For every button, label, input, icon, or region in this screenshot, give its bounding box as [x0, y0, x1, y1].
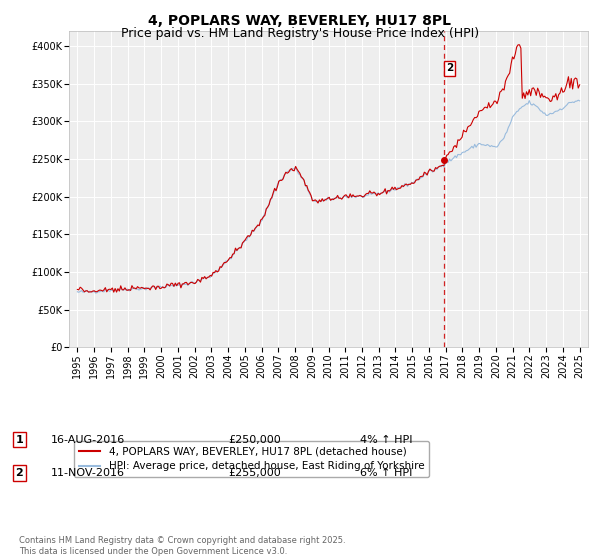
Legend: 4, POPLARS WAY, BEVERLEY, HU17 8PL (detached house), HPI: Average price, detache: 4, POPLARS WAY, BEVERLEY, HU17 8PL (deta…	[74, 441, 430, 477]
Text: £250,000: £250,000	[228, 435, 281, 445]
Text: 6% ↑ HPI: 6% ↑ HPI	[360, 468, 412, 478]
Text: Price paid vs. HM Land Registry's House Price Index (HPI): Price paid vs. HM Land Registry's House …	[121, 27, 479, 40]
Text: 2: 2	[16, 468, 23, 478]
Text: 4, POPLARS WAY, BEVERLEY, HU17 8PL: 4, POPLARS WAY, BEVERLEY, HU17 8PL	[149, 14, 452, 28]
Text: 1: 1	[16, 435, 23, 445]
Text: 16-AUG-2016: 16-AUG-2016	[51, 435, 125, 445]
Text: 2: 2	[446, 63, 453, 73]
Text: £255,000: £255,000	[228, 468, 281, 478]
Text: 11-NOV-2016: 11-NOV-2016	[51, 468, 125, 478]
Text: Contains HM Land Registry data © Crown copyright and database right 2025.
This d: Contains HM Land Registry data © Crown c…	[19, 536, 346, 556]
Text: 4% ↑ HPI: 4% ↑ HPI	[360, 435, 413, 445]
